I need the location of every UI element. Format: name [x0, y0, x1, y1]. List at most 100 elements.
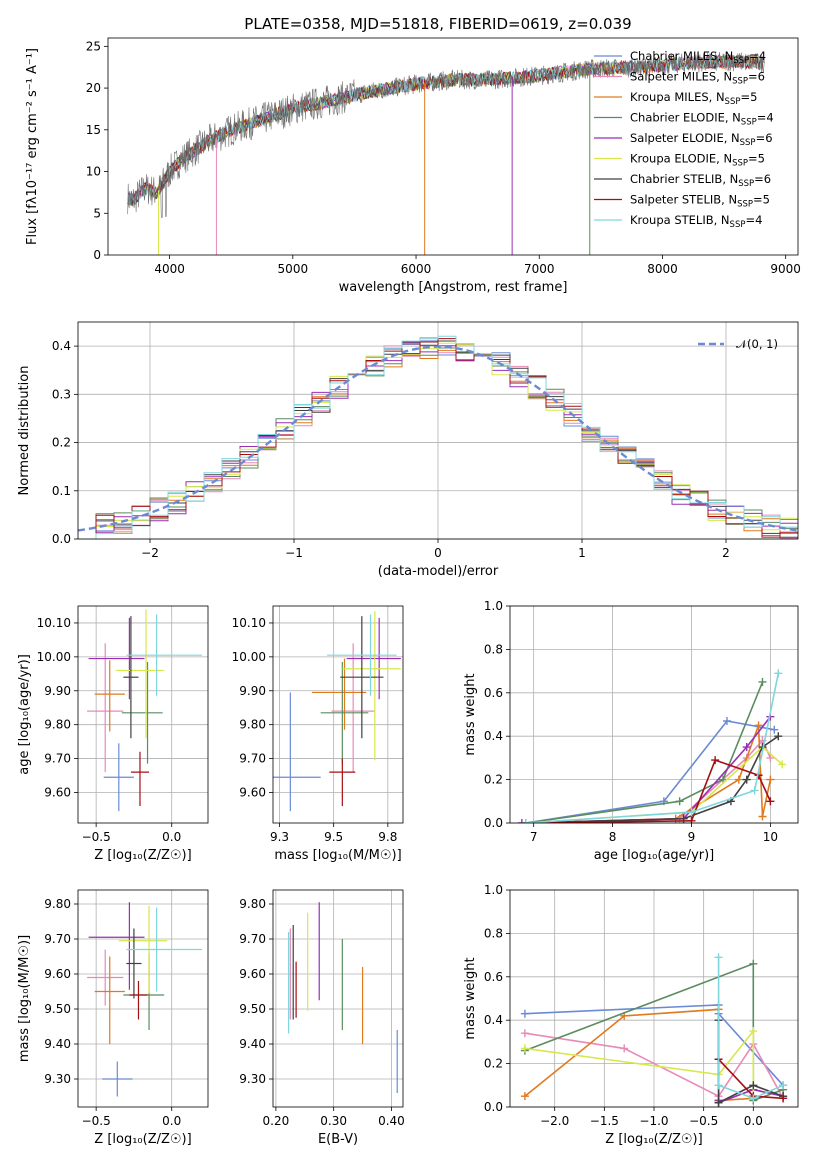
- axes-frame: [77, 321, 799, 540]
- plot-area: [87, 609, 202, 812]
- y-tick-label: 0.4: [484, 729, 503, 743]
- y-tick-label: 0.3: [52, 387, 71, 401]
- legend-entry: Chabrier ELODIE, NSSP=4: [630, 111, 774, 128]
- series-point-marker: [520, 1092, 529, 1101]
- x-tick-label: 8000: [647, 262, 678, 276]
- y-tick-label: 1.0: [484, 883, 503, 897]
- panel-mass-vs-Z: −0.5 0.0 9.30 9.40 9.50 9.60 9.70 9.80 Z [log₁₀(…: [17, 889, 209, 1147]
- y-tick-label: 0.6: [484, 970, 503, 984]
- series-point-marker: [749, 1027, 758, 1036]
- legend-suffix: =6: [748, 70, 765, 84]
- y-tick-label: 9.60: [44, 785, 71, 799]
- panel-residuals: −2 −1 0 1 2 0.0 0.1 0.2 0.3 0.4 (data-model)/error…: [17, 321, 799, 579]
- x-axis-label: E(B-V): [318, 1132, 358, 1147]
- x-tick-label: 9: [688, 830, 696, 844]
- x-tick-label: 0.20: [263, 1114, 290, 1128]
- gaussian-legend-label: 𝒩(0, 1): [736, 337, 778, 351]
- series-point-marker: [779, 1094, 788, 1103]
- x-tick-label: 9000: [770, 262, 801, 276]
- series-point-marker: [778, 760, 787, 769]
- series-point-marker: [687, 808, 696, 817]
- plot-area: [288, 902, 398, 1093]
- y-tick-label: 0.1: [52, 484, 71, 498]
- legend-label: Chabrier ELODIE, N: [630, 111, 741, 125]
- x-tick-label: −1.5: [590, 1114, 619, 1128]
- y-tick-label: 10.00: [232, 650, 266, 664]
- y-axis-label: mass weight: [463, 957, 478, 1039]
- y-axis-label: age [log₁₀(age/yr)]: [17, 654, 32, 775]
- legend-label: Salpeter STELIB, N: [630, 193, 737, 207]
- legend-subscript: SSP: [732, 77, 748, 87]
- x-tick-label: 6000: [401, 262, 432, 276]
- y-tick-label: 0: [93, 248, 101, 262]
- y-tick-label: 9.70: [239, 752, 266, 766]
- panel-spectrum: 4000 5000 6000 7000 8000 9000 0 5 10 15 20 25 wavele…: [25, 37, 801, 295]
- y-tick-label: 9.40: [44, 1037, 71, 1051]
- legend-suffix: =6: [754, 172, 771, 186]
- x-tick-label: 9.3: [270, 830, 289, 844]
- x-tick-label: 7000: [524, 262, 555, 276]
- y-tick-label: 1.0: [484, 599, 503, 613]
- y-tick-label: 9.40: [239, 1037, 266, 1051]
- y-tick-label: 9.80: [44, 718, 71, 732]
- legend-entry: Kroupa ELODIE, NSSP=5: [630, 152, 765, 169]
- y-tick-label: 0.4: [484, 1013, 503, 1027]
- series-point-marker: [714, 1081, 723, 1090]
- legend-entry: Kroupa MILES, NSSP=5: [630, 90, 757, 107]
- y-axis-label: Normed distribution: [17, 366, 32, 496]
- series-point-marker: [749, 1094, 758, 1103]
- x-tick-label: 4000: [154, 262, 185, 276]
- x-tick-label: −2: [141, 546, 159, 560]
- x-tick-label: −1.0: [639, 1114, 668, 1128]
- y-tick-label: 10: [86, 165, 101, 179]
- legend-entry: Salpeter ELODIE, NSSP=6: [630, 131, 773, 148]
- axes-frame: [272, 889, 404, 1108]
- y-tick-label: 9.90: [44, 684, 71, 698]
- axes-frame: [107, 37, 799, 256]
- residual-histogram-step: [78, 335, 798, 539]
- y-tick-label: 9.60: [239, 967, 266, 981]
- y-axis-label: Flux [fλ10⁻¹⁷ erg cm⁻² s⁻¹ A⁻¹]: [25, 48, 40, 245]
- legend-suffix: =5: [748, 152, 765, 166]
- legend-label: Salpeter ELODIE, N: [630, 131, 740, 145]
- x-tick-label: −0.5: [82, 1114, 111, 1128]
- legend-subscript: SSP: [741, 118, 757, 128]
- y-tick-label: 0.0: [52, 532, 71, 546]
- series-point-marker: [779, 1081, 788, 1090]
- series-point-marker: [520, 1029, 529, 1038]
- x-tick-label: 0.40: [378, 1114, 405, 1128]
- x-tick-label: −1: [285, 546, 303, 560]
- plot-area: [520, 953, 788, 1107]
- legend-label: Chabrier MILES, N: [630, 49, 733, 63]
- series-point-marker: [734, 775, 743, 784]
- y-tick-label: 0.0: [484, 816, 503, 830]
- series-point-marker: [766, 775, 775, 784]
- legend-label: Kroupa STELIB, N: [630, 213, 730, 227]
- x-axis-label: wavelength [Angstrom, rest frame]: [339, 280, 568, 295]
- panel-mass-vs-ebv: 0.20 0.30 0.40 9.30 9.40 9.50 9.60 9.70 9.80 E(B-…: [239, 889, 405, 1147]
- mass-weight-series-line: [524, 1028, 755, 1097]
- legend-subscript: SSP: [730, 220, 746, 230]
- legend-subscript: SSP: [738, 179, 754, 189]
- mass-weight-series-line: [525, 681, 764, 823]
- y-tick-label: 0.6: [484, 686, 503, 700]
- legend-suffix: =4: [757, 111, 774, 125]
- legend-entry: Chabrier STELIB, NSSP=6: [630, 172, 771, 189]
- x-tick-label: −2.0: [540, 1114, 569, 1128]
- legend-suffix: =5: [740, 90, 757, 104]
- panel-weight-vs-Z: −2.0 −1.5 −1.0 −0.5 0.0 0.0 0.2 0.4 0.6 0.8 1.0 Z […: [463, 883, 799, 1147]
- legend-suffix: =5: [753, 193, 770, 207]
- series-point-marker: [758, 677, 767, 686]
- panel-weight-vs-age: 7 8 9 10 0.0 0.2 0.4 0.6 0.8 1.0 age [log₁₀(age/yr…: [463, 599, 799, 863]
- axes-frame: [509, 889, 799, 1108]
- x-tick-label: 1: [578, 546, 586, 560]
- figure-title: PLATE=0358, MJD=51818, FIBERID=0619, z=0…: [244, 15, 631, 33]
- series-point-marker: [722, 717, 731, 726]
- x-tick-label: 5000: [278, 262, 309, 276]
- x-tick-label: 7: [530, 830, 538, 844]
- y-tick-label: 9.50: [44, 1002, 71, 1016]
- series-point-marker: [620, 1044, 629, 1053]
- x-tick-label: 8: [609, 830, 617, 844]
- series-point-marker: [520, 1044, 529, 1053]
